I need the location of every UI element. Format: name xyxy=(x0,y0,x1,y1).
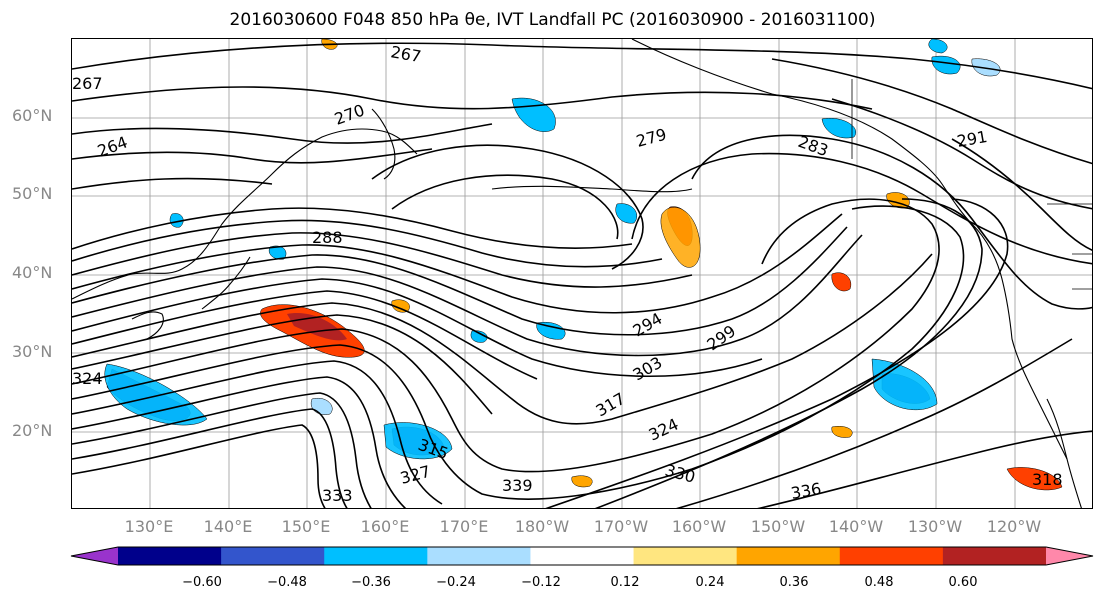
shade-warm-south-east xyxy=(1006,467,1063,491)
colorbar-segment xyxy=(942,547,1047,565)
lon-label-130w: 130°W xyxy=(907,517,963,536)
coast-north-america xyxy=(971,223,1068,460)
colorbar-tick-pos036: 0.36 xyxy=(779,575,809,590)
colorbar-tick-neg024: −0.24 xyxy=(436,575,476,590)
map-canvas: 267 267 264 270 279 283 288 291 294 299 … xyxy=(72,39,1092,508)
shade-cold-bits xyxy=(169,39,961,343)
theta-e-contours xyxy=(72,42,1092,508)
shade-cold-center-rim xyxy=(383,422,453,460)
shade-cold-west-rim xyxy=(104,363,208,426)
lat-label-30n: 30°N xyxy=(12,342,53,361)
colorbar-segment xyxy=(221,547,325,565)
contour-label-336: 336 xyxy=(789,479,822,503)
coast-aleutians xyxy=(491,185,693,193)
colorbar-tick-neg012: −0.12 xyxy=(521,575,561,590)
colorbar-extend-low xyxy=(71,547,118,565)
colorbar-segment xyxy=(736,547,841,565)
map-panel: 267 267 264 270 279 283 288 291 294 299 … xyxy=(71,38,1093,509)
contour-label-327: 327 xyxy=(398,462,432,488)
contour-label-339: 339 xyxy=(502,476,533,495)
lon-label-150e: 150°E xyxy=(281,517,331,536)
shaded-anomalies xyxy=(104,39,1063,491)
lon-label-140e: 140°E xyxy=(203,517,253,536)
contour-label-324-west: 324 xyxy=(72,369,103,388)
shade-warm-gulf-rim xyxy=(660,207,701,268)
colorbar xyxy=(70,546,1094,566)
colorbar-tick-neg048: −0.48 xyxy=(267,575,307,590)
figure-title: 2016030600 F048 850 hPa θe, IVT Landfall… xyxy=(229,10,876,30)
contour-label-303: 303 xyxy=(630,353,666,385)
coast-alaska xyxy=(631,39,973,225)
colorbar-segment xyxy=(633,547,738,565)
colorbar-tick-pos012: 0.12 xyxy=(610,575,640,590)
shade-cold-east-rim xyxy=(871,358,938,411)
lat-label-40n: 40°N xyxy=(12,263,53,282)
colorbar-tick-pos060: 0.60 xyxy=(948,575,978,590)
lon-label-170e: 170°E xyxy=(439,517,489,536)
contour-label-279: 279 xyxy=(634,125,668,151)
lon-label-150w: 150°W xyxy=(750,517,806,536)
contour-label-288: 288 xyxy=(312,228,343,247)
coast-japan xyxy=(201,256,251,310)
contour-label-291: 291 xyxy=(955,127,988,151)
colorbar-tick-pos024: 0.24 xyxy=(695,575,725,590)
contour-label-324-east: 324 xyxy=(646,414,682,444)
contour-label-267-top: 267 xyxy=(389,42,422,66)
lon-label-120w: 120°W xyxy=(986,517,1042,536)
lon-label-160e: 160°E xyxy=(360,517,410,536)
contour-label-270: 270 xyxy=(332,100,367,128)
colorbar-segment xyxy=(427,547,531,565)
contour-label-330: 330 xyxy=(663,461,697,487)
lat-label-50n: 50°N xyxy=(12,184,53,203)
lon-label-140w: 140°W xyxy=(828,517,884,536)
colorbar-tick-neg036: −0.36 xyxy=(351,575,391,590)
contour-label-294: 294 xyxy=(630,309,666,341)
state-borders xyxy=(851,79,1092,290)
contour-label-267-left: 267 xyxy=(72,74,103,93)
colorbar-segment xyxy=(324,547,428,565)
lat-label-60n: 60°N xyxy=(12,106,53,125)
contour-label-318: 318 xyxy=(1032,470,1063,489)
colorbar-extend-high xyxy=(1046,547,1093,565)
coast-baja xyxy=(1046,398,1082,508)
graticule xyxy=(72,39,1092,508)
colorbar-segments xyxy=(71,547,1093,565)
shade-warm-central xyxy=(831,272,852,292)
coast-korea xyxy=(131,311,164,340)
colorbar-segment xyxy=(530,547,635,565)
lon-label-160w: 160°W xyxy=(671,517,727,536)
lon-label-170w: 170°W xyxy=(593,517,649,536)
coast-asia xyxy=(72,128,418,300)
lon-label-180w: 180°W xyxy=(514,517,570,536)
colorbar-segment xyxy=(839,547,944,565)
colorbar-tick-neg060: −0.60 xyxy=(182,575,222,590)
contour-label-333: 333 xyxy=(322,486,353,505)
coastlines xyxy=(72,39,1082,508)
colorbar-segment xyxy=(118,547,222,565)
colorbar-tick-pos048: 0.48 xyxy=(864,575,894,590)
lat-label-20n: 20°N xyxy=(12,421,53,440)
coast-kamchatka xyxy=(371,108,396,180)
lon-label-130e: 130°E xyxy=(124,517,174,536)
contour-label-283: 283 xyxy=(796,132,831,160)
shade-cold-pale xyxy=(310,58,1001,415)
contour-label-264: 264 xyxy=(95,132,130,160)
